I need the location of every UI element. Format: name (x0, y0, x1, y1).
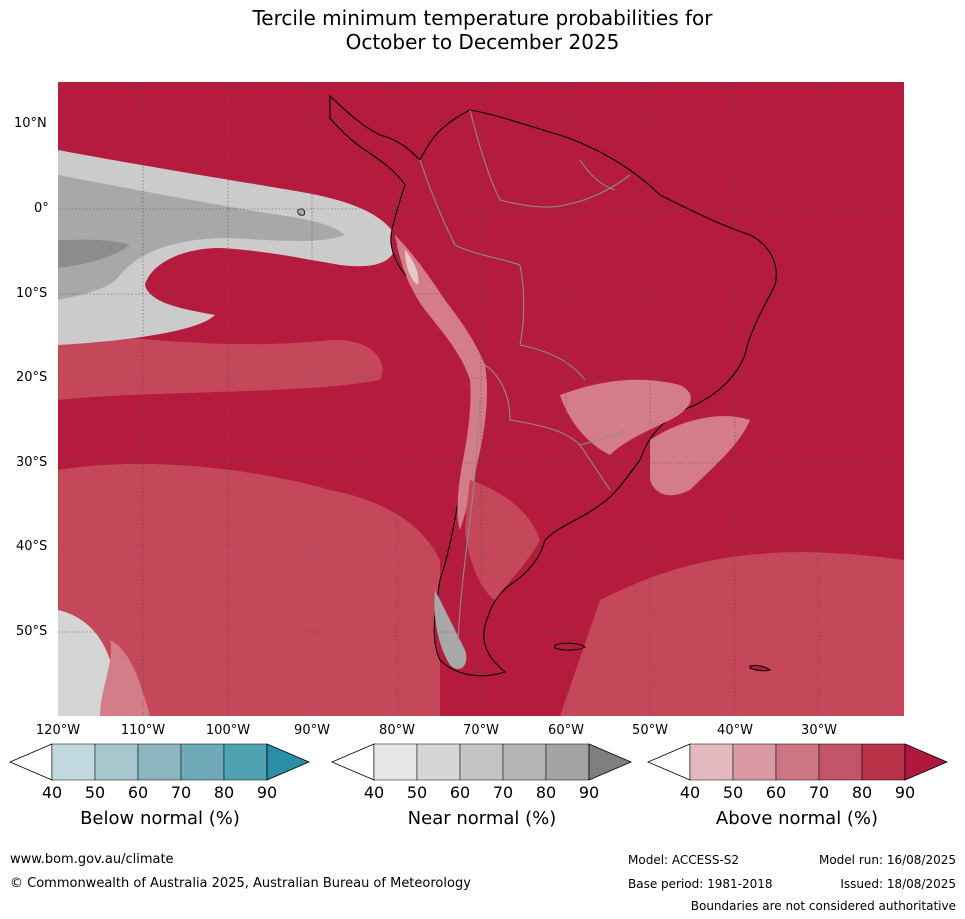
south-georgia (749, 664, 772, 672)
atlantic-light-region (650, 416, 750, 496)
lon-label-30w: 30°W (801, 723, 837, 738)
title-line-1: Tercile minimum temperature probabilitie… (252, 6, 713, 30)
footer-issued: Issued: 18/08/2025 (840, 877, 956, 891)
below-cb-title: Below normal (%) (80, 808, 240, 829)
near-cb-tick-90: 90 (578, 783, 600, 802)
southwest-pink-region (100, 640, 150, 716)
lat-label-10n: 10°N (14, 116, 47, 131)
above-cb-high-triangle (904, 743, 949, 781)
brazil-south-light (560, 379, 691, 455)
below-cb-low-triangle (8, 743, 53, 781)
below-cb-high-triangle (266, 743, 311, 781)
above-cb-tick-40: 40 (679, 783, 701, 802)
lon-label-50w: 50°W (632, 723, 668, 738)
near-cb-bin-5 (545, 743, 590, 781)
lon-label-60w: 60°W (548, 723, 584, 738)
near-cb-tick-50: 50 (406, 783, 428, 802)
near-cb-bin-1 (373, 743, 418, 781)
andes-white-spots (405, 250, 419, 285)
footer-base-period: Base period: 1981-2018 (628, 877, 773, 891)
andes-light-region (395, 235, 488, 530)
colorbar-below-normal (8, 743, 311, 781)
above-cb-tick-90: 90 (894, 783, 916, 802)
title-line-2: October to December 2025 (345, 30, 620, 54)
southern-ocean-mid-region (58, 463, 440, 716)
below-cb-tick-70: 70 (170, 783, 192, 802)
below-cb-tick-50: 50 (84, 783, 106, 802)
south-atlantic-mid-region (560, 552, 904, 716)
patagonia-mid (465, 480, 540, 600)
east-pacific-mid-region (58, 330, 383, 400)
above-cb-bin-1 (689, 743, 734, 781)
above-cb-tick-60: 60 (765, 783, 787, 802)
below-cb-bin-4 (180, 743, 225, 781)
galapagos-islands (297, 208, 305, 216)
below-cb-bin-1 (51, 743, 96, 781)
graticule (58, 82, 904, 716)
lat-label-50s: 50°S (16, 624, 48, 639)
near-normal-core (58, 239, 130, 268)
above-cb-bin-2 (732, 743, 777, 781)
footer-website: www.bom.gov.au/climate (10, 852, 174, 867)
colorbar-near-normal (330, 743, 633, 781)
country-borders (419, 109, 631, 641)
lon-label-80w: 80°W (379, 723, 415, 738)
below-cb-tick-80: 80 (213, 783, 235, 802)
below-cb-tick-40: 40 (41, 783, 63, 802)
below-cb-bin-5 (223, 743, 268, 781)
southwest-light-region (58, 610, 112, 716)
near-cb-tick-70: 70 (492, 783, 514, 802)
lat-label-40s: 40°S (16, 539, 48, 554)
above-cb-bin-4 (818, 743, 863, 781)
lat-label-30s: 30°S (16, 455, 48, 470)
lon-label-90w: 90°W (294, 723, 330, 738)
near-normal-tongue-dark (58, 175, 345, 300)
above-cb-tick-70: 70 (808, 783, 830, 802)
near-cb-high-triangle (588, 743, 633, 781)
above-cb-title: Above normal (%) (715, 808, 879, 829)
chile-near-normal (434, 590, 467, 670)
falkland-islands (554, 642, 586, 651)
lat-label-0: 0° (34, 201, 49, 216)
lat-label-20s: 20°S (16, 370, 48, 385)
near-cb-bin-2 (416, 743, 461, 781)
above-cb-tick-50: 50 (722, 783, 744, 802)
lon-label-100w: 100°W (205, 723, 251, 738)
near-cb-bin-4 (502, 743, 547, 781)
lon-label-40w: 40°W (717, 723, 753, 738)
lon-label-110w: 110°W (120, 723, 166, 738)
lat-label-10s: 10°S (16, 286, 48, 301)
below-cb-tick-60: 60 (127, 783, 149, 802)
near-cb-tick-80: 80 (535, 783, 557, 802)
below-cb-bin-2 (94, 743, 139, 781)
above-cb-bin-5 (861, 743, 906, 781)
lon-label-120w: 120°W (35, 723, 81, 738)
near-cb-tick-60: 60 (449, 783, 471, 802)
colorbar-above-normal (646, 743, 949, 781)
below-cb-tick-90: 90 (256, 783, 278, 802)
above-cb-low-triangle (646, 743, 691, 781)
footer-copyright: © Commonwealth of Australia 2025, Austra… (10, 876, 471, 891)
lon-label-70w: 70°W (463, 723, 499, 738)
near-cb-bin-3 (459, 743, 504, 781)
footer-disclaimer: Boundaries are not considered authoritat… (690, 899, 956, 913)
near-cb-low-triangle (330, 743, 375, 781)
footer-model: Model: ACCESS-S2 (628, 853, 740, 867)
above-cb-bin-3 (775, 743, 820, 781)
above-cb-tick-80: 80 (851, 783, 873, 802)
map-title: Tercile minimum temperature probabilitie… (0, 6, 965, 54)
near-cb-title: Near normal (%) (407, 808, 557, 829)
near-cb-tick-40: 40 (363, 783, 385, 802)
footer-model-run: Model run: 16/08/2025 (818, 853, 956, 867)
below-cb-bin-3 (137, 743, 182, 781)
